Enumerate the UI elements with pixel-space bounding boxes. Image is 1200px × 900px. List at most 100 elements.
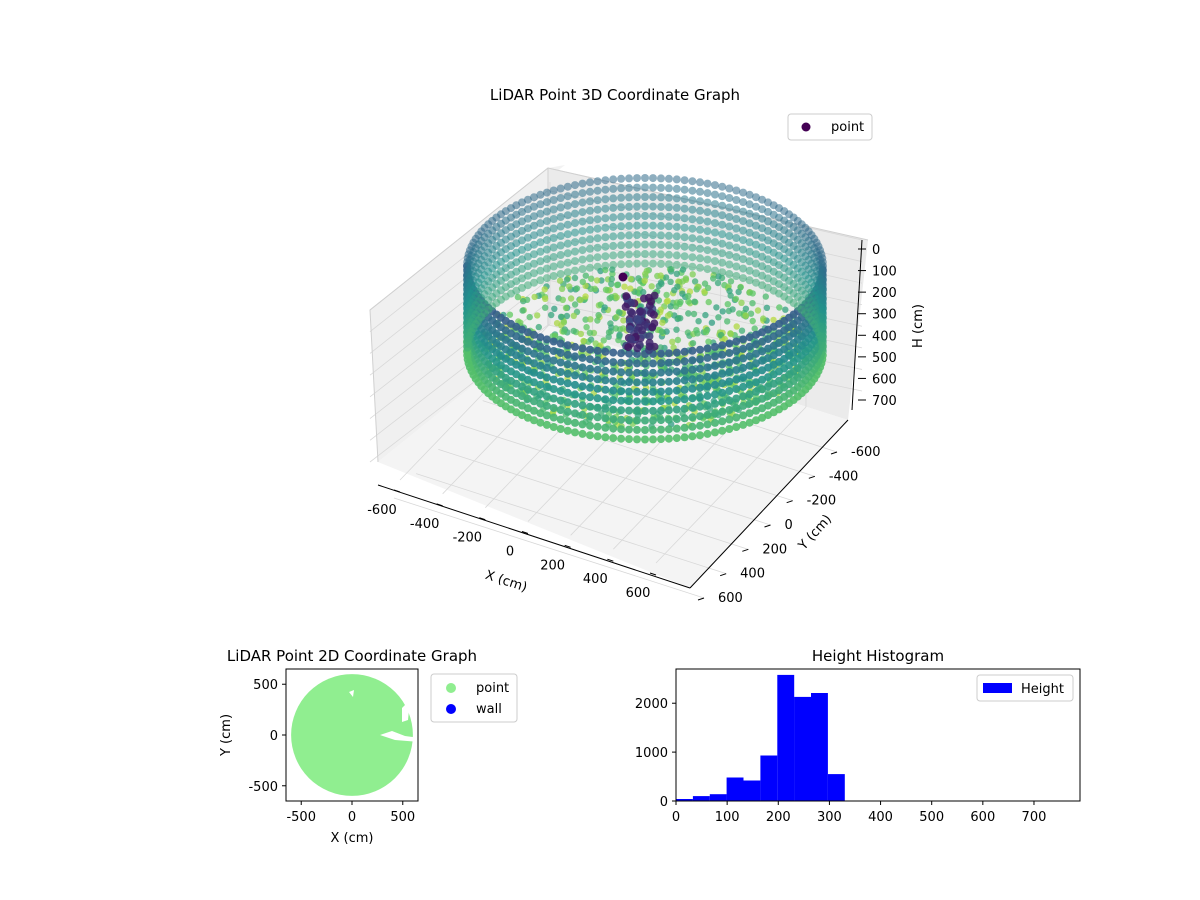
- scatter-point: [739, 392, 748, 401]
- scatter-point: [696, 355, 704, 364]
- x-tick-label: 500: [919, 810, 944, 825]
- scatter-point: [549, 272, 558, 280]
- scatter-point: [617, 434, 626, 443]
- scatter-point: [818, 305, 827, 314]
- scatter-point: [571, 274, 579, 282]
- scatter-point: [542, 274, 551, 283]
- scatter-point: [739, 217, 748, 226]
- scatter-point: [542, 295, 549, 302]
- scatter-point: [703, 401, 712, 410]
- scatter-point: [586, 197, 594, 206]
- scatter-point: [536, 219, 545, 228]
- scatter-point: [688, 186, 697, 195]
- x-tick-label: 0: [672, 810, 680, 825]
- x-tick-label: 400: [868, 810, 893, 825]
- scatter-point: [739, 226, 748, 235]
- scatter-point: [556, 260, 565, 269]
- y-tick-mark: [697, 597, 705, 601]
- scatter-point: [570, 312, 577, 319]
- scatter-point: [745, 352, 754, 361]
- scatter-point: [727, 330, 734, 337]
- scatter-point: [711, 409, 719, 418]
- scatter-point: [721, 335, 728, 343]
- chart-3d-title: LiDAR Point 3D Coordinate Graph: [490, 86, 740, 104]
- scatter-point: [648, 283, 655, 290]
- scatter-point: [680, 195, 689, 204]
- scatter-point: [608, 275, 615, 283]
- scatter-point: [586, 178, 594, 187]
- scatter-point: [549, 224, 558, 233]
- scatter-point: [752, 250, 760, 259]
- scatter-3d-points: [463, 174, 827, 444]
- scatter-point: [649, 387, 657, 396]
- scatter-point: [696, 244, 704, 253]
- scatter-point: [586, 254, 594, 263]
- scatter-point: [556, 406, 565, 414]
- scatter-point: [718, 239, 727, 248]
- x-tick-label: 700: [1022, 810, 1047, 825]
- scatter-point: [633, 359, 641, 368]
- scatter-point: [578, 265, 587, 274]
- scatter-point: [664, 368, 673, 377]
- scatter-point: [818, 267, 827, 276]
- scatter-point: [708, 319, 716, 326]
- grid-line: [655, 406, 807, 564]
- scatter-point: [601, 423, 610, 432]
- scatter-point: [818, 286, 827, 295]
- scatter-point: [696, 206, 704, 215]
- scatter-point: [530, 221, 538, 230]
- scatter-point: [609, 396, 618, 405]
- scatter-point: [542, 304, 549, 311]
- scatter-point: [563, 268, 572, 277]
- scatter-point: [664, 222, 673, 231]
- scatter-point: [703, 208, 712, 217]
- z-tick-label: 600: [872, 372, 897, 387]
- scatter-point: [556, 241, 565, 250]
- scatter-point: [696, 393, 704, 402]
- scatter-point: [739, 264, 748, 273]
- scatter-point: [578, 189, 587, 198]
- scatter-point: [682, 275, 690, 282]
- scatter-point: [657, 183, 665, 192]
- scatter-point: [627, 285, 634, 292]
- scatter-point: [680, 233, 689, 242]
- scatter-point: [571, 228, 579, 237]
- scatter-point: [703, 353, 712, 362]
- scatter-point: [725, 251, 734, 259]
- grid-line: [438, 448, 749, 550]
- scatter-point: [688, 243, 697, 252]
- scatter-point: [752, 368, 760, 377]
- z-tick-label: 500: [872, 351, 897, 366]
- scatter-point: [657, 272, 664, 279]
- scatter-point: [601, 433, 610, 442]
- legend-2d: point wall: [430, 673, 518, 723]
- scatter-point: [752, 269, 760, 278]
- scatter-point: [571, 380, 579, 389]
- scatter-point: [696, 364, 704, 373]
- scatter-point: [732, 205, 741, 214]
- scatter-point: [609, 367, 618, 376]
- scatter-point: [593, 422, 602, 431]
- scatter-point: [725, 339, 734, 348]
- scatter-point: [725, 406, 734, 414]
- scatter-point: [601, 404, 610, 413]
- scatter-point: [571, 266, 579, 275]
- scatter-point: [672, 367, 681, 376]
- scatter-point: [711, 238, 719, 247]
- scatter-point: [732, 224, 741, 233]
- scatter-point: [593, 413, 602, 422]
- scatter-point: [732, 262, 741, 271]
- legend-2d-marker-wall: [446, 704, 456, 714]
- scatter-point: [586, 431, 594, 440]
- scatter-point: [725, 396, 734, 405]
- scatter-point: [664, 203, 673, 212]
- scatter-point: [732, 215, 741, 223]
- scatter-point: [732, 356, 741, 365]
- histogram-bar: [811, 693, 828, 801]
- scatter-point: [688, 375, 697, 384]
- scatter-point: [745, 333, 754, 342]
- scatter-point: [601, 395, 610, 404]
- y-tick-label: -600: [851, 445, 881, 460]
- scatter-point: [738, 299, 745, 306]
- scatter-point: [745, 342, 754, 351]
